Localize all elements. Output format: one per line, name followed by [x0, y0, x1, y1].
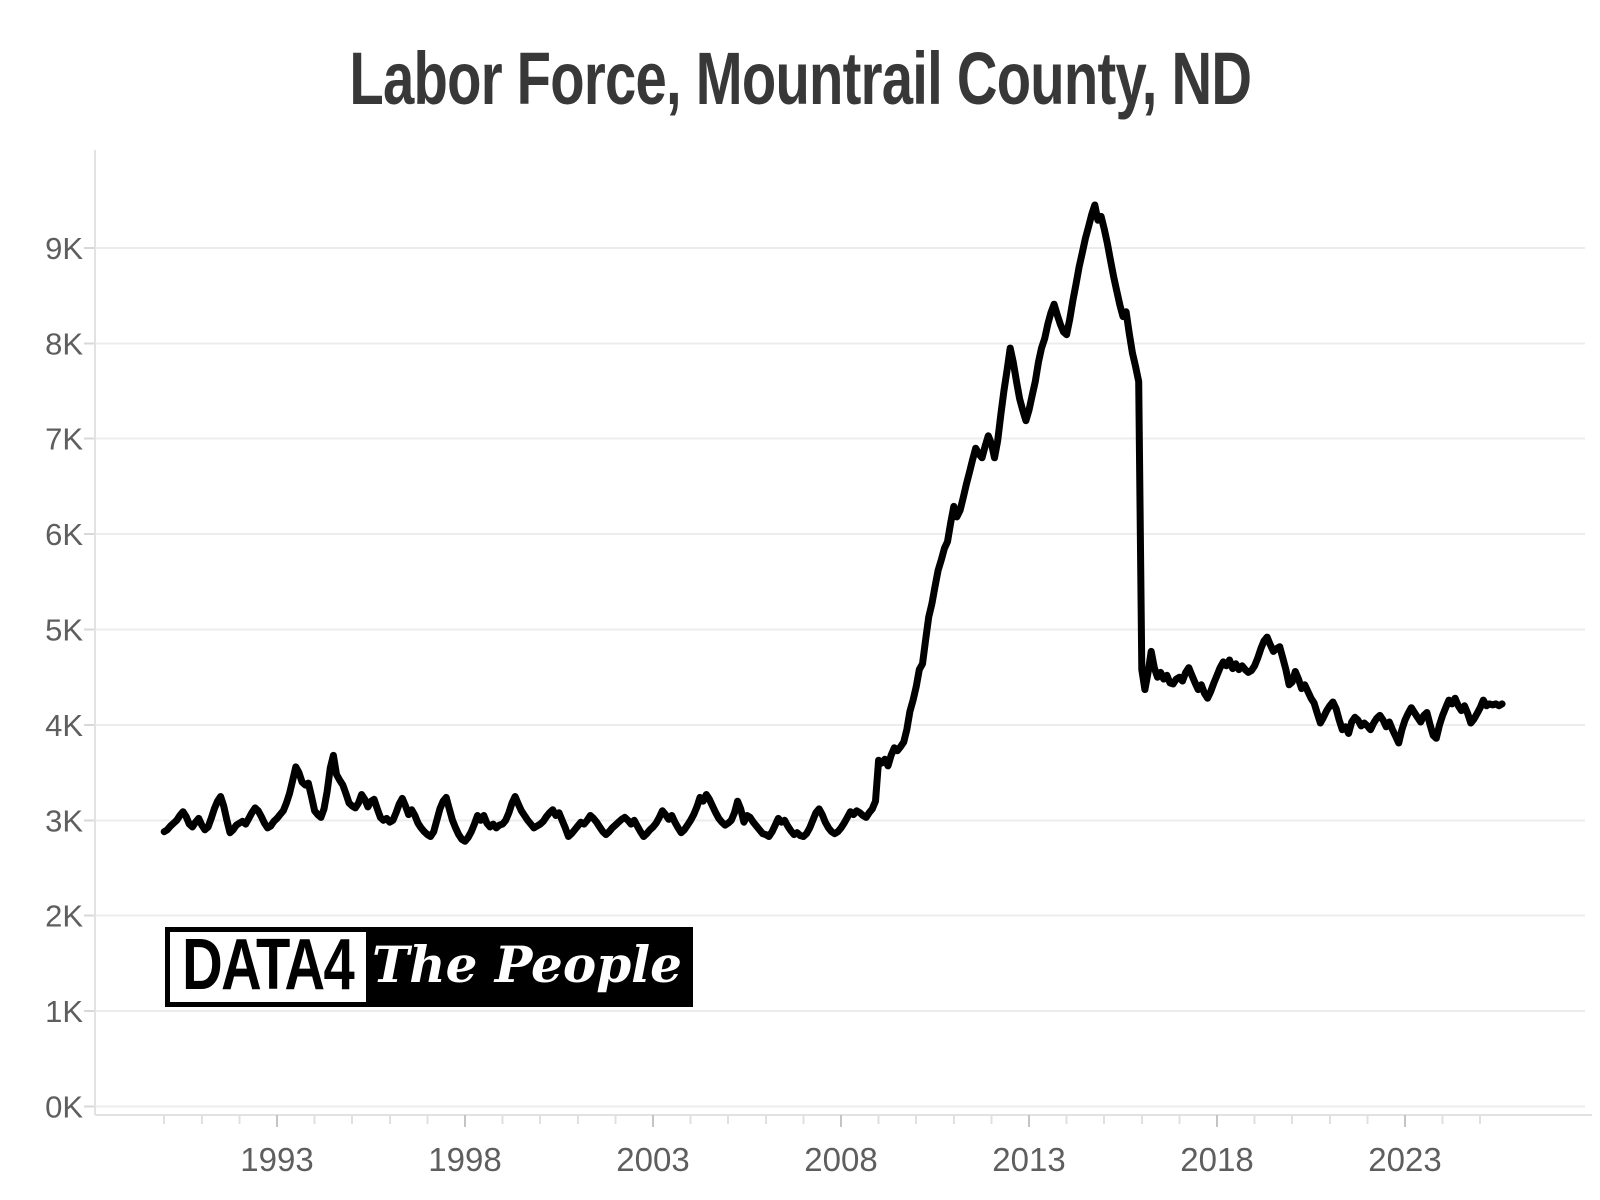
y-axis-label: 8K	[45, 326, 83, 361]
x-axis-label: 2023	[1368, 1141, 1441, 1178]
y-axis-label: 5K	[45, 613, 83, 648]
x-axis-label: 1998	[428, 1141, 501, 1178]
y-axis-label: 3K	[45, 803, 83, 838]
y-axis-label: 0K	[45, 1090, 83, 1125]
x-axis-label: 2018	[1180, 1141, 1253, 1178]
x-axis-label: 2003	[616, 1141, 689, 1178]
x-axis-label: 2013	[992, 1141, 1065, 1178]
logo-data4-text: DATA4	[182, 932, 355, 1002]
chart-title-text: Labor Force, Mountrail County, ND	[349, 37, 1252, 120]
logo-data4-box: DATA4	[170, 932, 366, 1002]
y-axis-label: 1K	[45, 994, 83, 1029]
data4thepeople-logo: DATA4 The People	[165, 927, 693, 1007]
logo-thepeople-box: The People	[366, 932, 688, 1002]
y-axis-label: 7K	[45, 422, 83, 457]
page-title: Labor Force, Mountrail County, ND	[0, 36, 1600, 121]
y-axis-label: 4K	[45, 708, 83, 743]
x-axis-label: 1993	[240, 1141, 313, 1178]
labor-force-series-line	[160, 201, 1506, 845]
y-axis-label: 9K	[45, 231, 83, 266]
y-axis-label: 6K	[45, 517, 83, 552]
x-axis-label: 2008	[804, 1141, 877, 1178]
y-axis-label: 2K	[45, 899, 83, 934]
logo-thepeople-text: The People	[372, 934, 682, 994]
